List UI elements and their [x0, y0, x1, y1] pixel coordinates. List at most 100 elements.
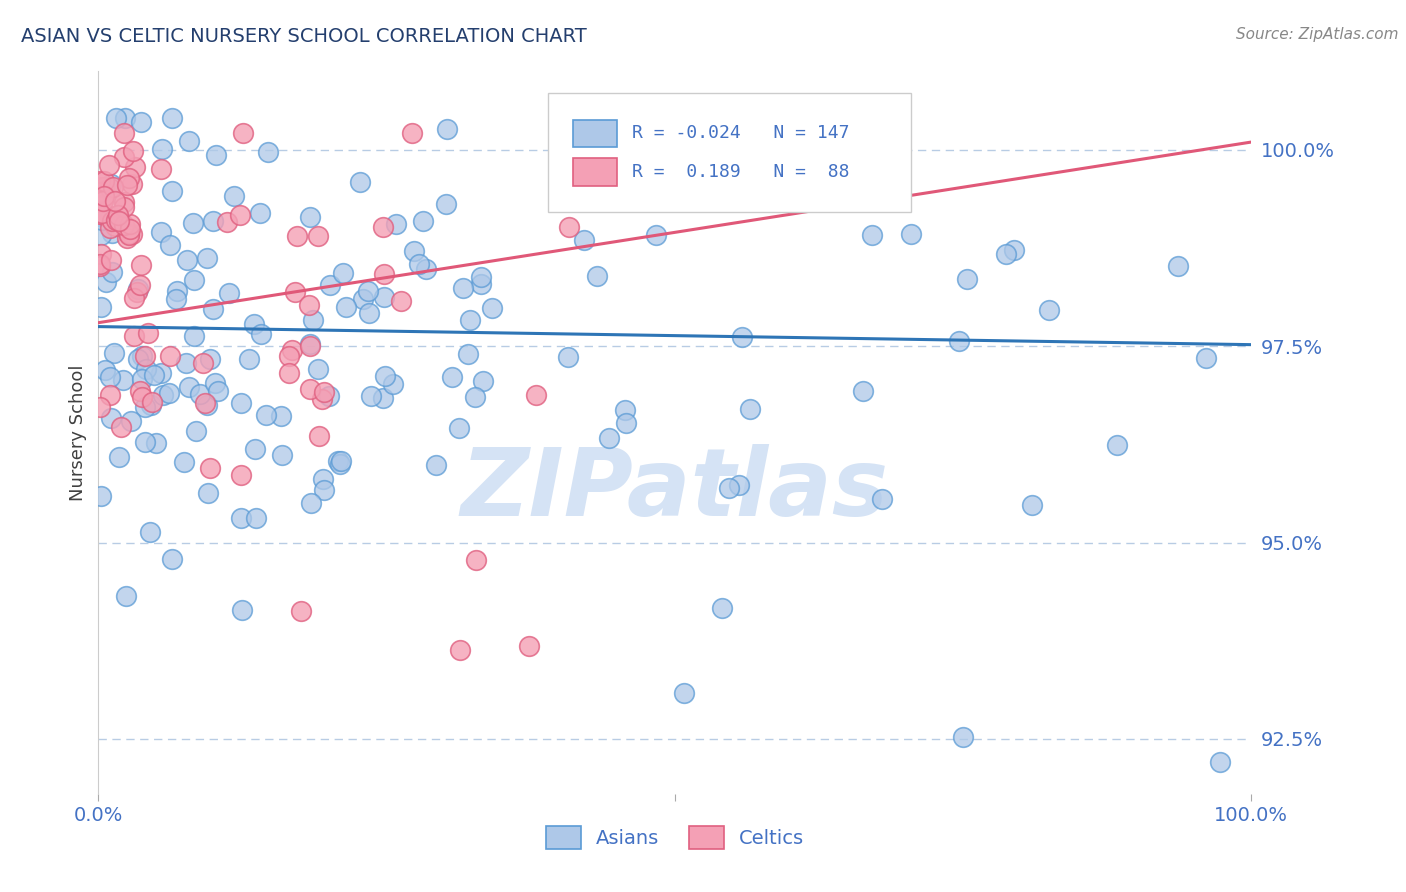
Point: [1209, 756, 1232, 770]
Point: [598, 431, 620, 445]
Point: [281, 343, 304, 357]
Point: [150, 367, 173, 381]
Point: [298, 337, 321, 351]
Point: [131, 349, 153, 363]
Point: [307, 362, 329, 376]
Point: [318, 277, 340, 292]
Point: [110, 419, 132, 434]
Point: [572, 233, 595, 247]
Point: [131, 390, 153, 404]
Point: [1105, 438, 1128, 452]
Point: [89, 195, 111, 210]
Point: [373, 220, 395, 235]
Point: [352, 292, 374, 306]
Point: [94, 362, 117, 376]
Point: [837, 154, 859, 169]
Point: [860, 228, 883, 243]
Point: [108, 213, 131, 227]
Point: [90, 194, 112, 209]
Point: [134, 350, 156, 364]
Point: [645, 227, 668, 242]
Point: [229, 510, 252, 524]
Point: [464, 552, 486, 566]
Text: R =  0.189   N =  88: R = 0.189 N = 88: [633, 163, 849, 181]
Point: [471, 374, 494, 388]
Point: [517, 639, 540, 653]
Point: [360, 389, 382, 403]
Point: [101, 214, 124, 228]
Point: [1038, 302, 1060, 317]
Point: [188, 387, 211, 401]
Point: [90, 247, 112, 261]
Point: [382, 376, 405, 391]
Point: [299, 382, 322, 396]
Point: [470, 269, 492, 284]
Point: [326, 454, 349, 468]
Point: [231, 468, 253, 483]
Point: [218, 286, 240, 301]
Point: [270, 409, 292, 423]
Point: [176, 253, 198, 268]
Point: [118, 227, 141, 241]
Point: [159, 238, 181, 252]
Text: ASIAN VS CELTIC NURSERY SCHOOL CORRELATION CHART: ASIAN VS CELTIC NURSERY SCHOOL CORRELATI…: [21, 27, 586, 45]
Point: [118, 228, 141, 243]
Point: [141, 394, 163, 409]
Point: [217, 215, 239, 229]
Point: [402, 244, 425, 258]
Point: [89, 207, 111, 221]
Point: [198, 352, 221, 367]
Legend: Asians, Celtics: Asians, Celtics: [537, 818, 813, 856]
Point: [298, 210, 321, 224]
Point: [245, 510, 267, 524]
Point: [586, 268, 609, 283]
Point: [129, 258, 152, 272]
Point: [160, 551, 183, 566]
Point: [90, 489, 112, 503]
Point: [401, 126, 423, 140]
Point: [290, 604, 312, 618]
Point: [731, 330, 754, 344]
Point: [121, 227, 143, 241]
Point: [89, 184, 111, 198]
Point: [195, 398, 218, 412]
Point: [198, 461, 221, 475]
FancyBboxPatch shape: [574, 158, 617, 186]
Point: [436, 122, 458, 136]
Point: [112, 195, 135, 210]
Point: [249, 205, 271, 219]
Point: [118, 222, 141, 236]
Point: [332, 266, 354, 280]
Point: [256, 145, 278, 159]
Point: [89, 186, 111, 200]
Point: [89, 174, 111, 188]
Point: [329, 457, 352, 471]
Point: [205, 148, 228, 162]
Point: [143, 368, 166, 383]
Point: [90, 228, 112, 243]
Point: [557, 350, 579, 364]
Point: [222, 189, 245, 203]
Point: [1021, 498, 1043, 512]
Point: [852, 384, 875, 398]
Point: [434, 196, 457, 211]
Point: [145, 436, 167, 450]
Point: [152, 388, 174, 402]
Point: [121, 145, 143, 159]
Point: [125, 285, 148, 300]
Point: [118, 170, 141, 185]
Point: [232, 127, 254, 141]
Point: [100, 410, 122, 425]
Point: [373, 267, 395, 281]
Point: [93, 174, 115, 188]
Point: [120, 413, 142, 427]
Point: [105, 213, 128, 227]
Point: [122, 291, 145, 305]
Point: [243, 317, 266, 331]
Point: [1002, 243, 1025, 257]
Point: [134, 400, 156, 414]
Point: [173, 455, 195, 469]
Point: [101, 226, 124, 240]
Point: [166, 285, 188, 299]
Point: [98, 388, 121, 402]
